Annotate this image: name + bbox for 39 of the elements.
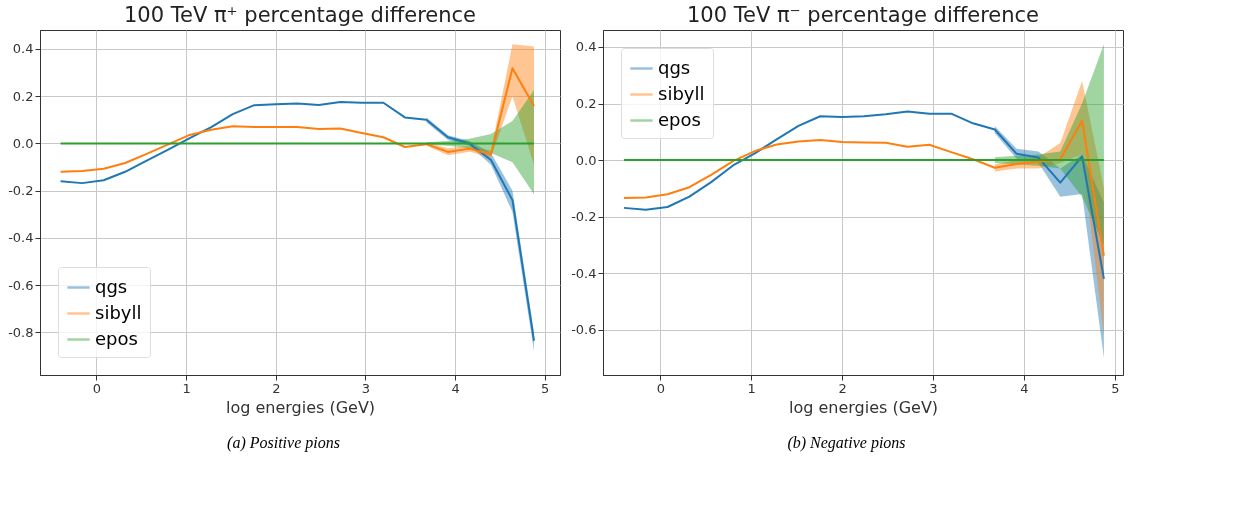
x-tick-label: 1 [747,380,756,396]
x-tick-label: 0 [92,380,102,396]
y-tick-label: 0.4 [575,39,597,55]
x-tick-label: 4 [1020,380,1029,396]
x-tick-label: 2 [838,380,847,396]
x-tick-label: 3 [929,380,938,396]
y-tick-label: 0.2 [12,88,34,104]
x-tick-label: 5 [1111,380,1120,396]
x-axis-title: log energies (GeV) [788,397,939,417]
x-tick-label: 5 [541,380,550,396]
line-series [622,110,1105,280]
text: (b) Negative pions [787,434,906,452]
y-tick-label: -0.6 [8,277,34,293]
y-tick-label: 0.4 [12,41,34,57]
x-tick-label: 4 [451,380,460,396]
x-axis-title: log energies (GeV) [225,397,376,417]
y-tick-label: -0.4 [8,230,34,246]
legend-label: epos [95,327,138,349]
x-tick-label: 2 [272,380,281,396]
y-tick-label: 0.0 [575,152,597,168]
y-tick-label: -0.2 [8,183,34,199]
legend-label: sibyll [658,82,705,104]
legend-label: sibyll [95,301,142,323]
x-tick-label: 1 [182,380,191,396]
chart-title: 100 TeV π⁻ percentage difference [686,3,1040,27]
chart-title: 100 TeV π⁺ percentage difference [123,3,477,27]
y-tick-label: -0.6 [571,322,597,338]
legend-label: epos [658,108,701,130]
x-tick-label: 0 [656,380,665,396]
y-tick-label: 0.2 [575,96,597,112]
y-tick-label: -0.4 [571,265,597,281]
y-tick-label: -0.2 [571,209,597,225]
x-tick-label: 3 [361,380,371,396]
y-tick-label: -0.8 [8,324,34,340]
line-series [59,67,535,173]
legend-label: qgs [658,56,691,78]
legend-label: qgs [95,275,128,297]
y-tick-label: 0.0 [12,135,34,151]
text: (a) Positive pions [227,434,340,452]
